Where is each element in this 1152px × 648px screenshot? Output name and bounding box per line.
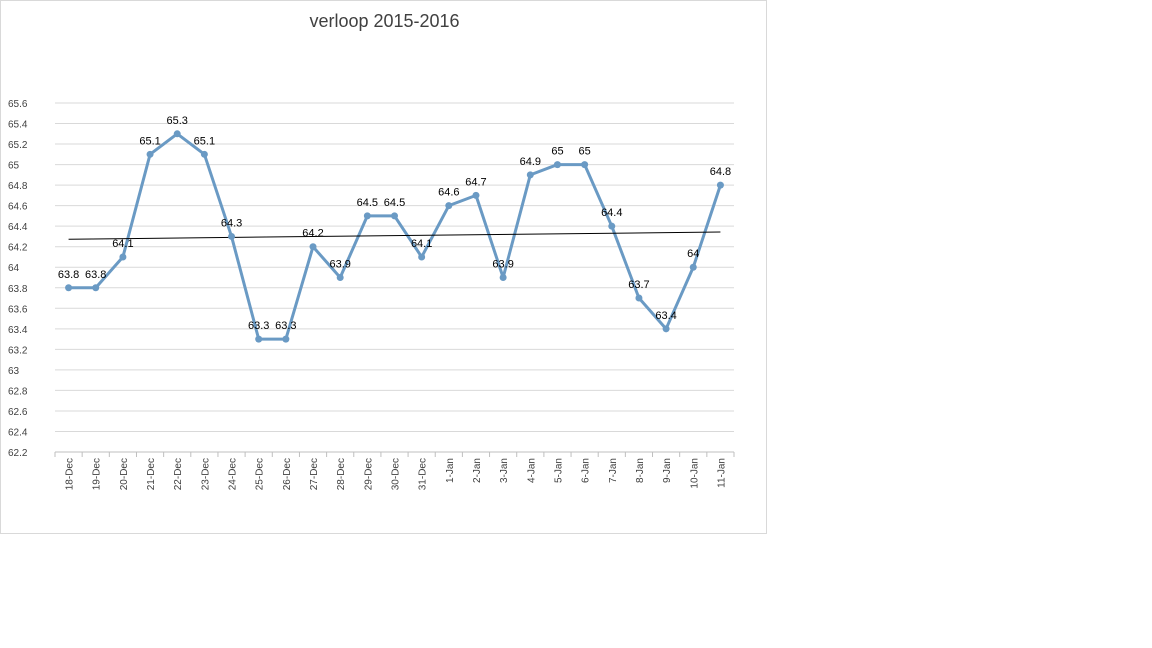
data-point bbox=[146, 150, 154, 158]
x-tick-label: 2-Jan bbox=[472, 458, 483, 483]
data-point bbox=[662, 325, 670, 333]
data-label: 64.1 bbox=[112, 238, 133, 250]
x-tick-label: 23-Dec bbox=[200, 458, 211, 490]
data-label: 63.9 bbox=[329, 259, 350, 271]
data-point bbox=[255, 335, 263, 343]
y-tick-label: 63.2 bbox=[8, 345, 28, 356]
data-label: 65 bbox=[551, 146, 563, 158]
y-tick-label: 65.4 bbox=[8, 120, 28, 131]
data-point bbox=[92, 284, 100, 292]
data-point bbox=[499, 274, 507, 281]
data-point bbox=[65, 284, 73, 292]
y-tick-label: 62.4 bbox=[8, 427, 28, 438]
data-label: 63.9 bbox=[492, 259, 513, 271]
data-label: 64.6 bbox=[438, 187, 459, 199]
data-point bbox=[309, 243, 317, 251]
data-label: 64.7 bbox=[465, 176, 486, 188]
x-tick-label: 30-Dec bbox=[391, 458, 402, 490]
data-label: 65 bbox=[578, 146, 590, 158]
y-tick-label: 62.6 bbox=[8, 407, 28, 418]
data-point bbox=[581, 161, 589, 169]
data-label: 64.8 bbox=[710, 166, 731, 178]
data-label: 64.1 bbox=[411, 238, 432, 250]
y-tick-label: 64 bbox=[8, 263, 20, 274]
y-tick-label: 64.4 bbox=[8, 222, 28, 233]
y-tick-label: 62.2 bbox=[8, 448, 28, 459]
data-point bbox=[200, 150, 208, 158]
data-point bbox=[336, 274, 344, 281]
x-tick-label: 3-Jan bbox=[499, 458, 510, 483]
data-label: 64.5 bbox=[357, 197, 378, 209]
data-point bbox=[635, 294, 643, 302]
data-point bbox=[173, 130, 181, 138]
x-tick-label: 20-Dec bbox=[119, 458, 130, 490]
x-tick-label: 4-Jan bbox=[526, 458, 537, 483]
x-tick-label: 10-Jan bbox=[689, 458, 700, 489]
data-label: 65.3 bbox=[167, 115, 188, 127]
data-point bbox=[689, 263, 697, 271]
data-point bbox=[119, 253, 127, 261]
data-label: 63.3 bbox=[275, 320, 296, 332]
data-point bbox=[282, 335, 290, 343]
x-tick-label: 19-Dec bbox=[92, 458, 103, 490]
data-label: 63.7 bbox=[628, 279, 649, 291]
y-tick-label: 65.2 bbox=[8, 140, 28, 151]
x-tick-label: 22-Dec bbox=[173, 458, 184, 490]
y-tick-label: 63 bbox=[8, 366, 20, 377]
data-point bbox=[228, 232, 236, 240]
data-label: 65.1 bbox=[139, 135, 160, 147]
x-tick-label: 31-Dec bbox=[418, 458, 429, 490]
data-label: 64.4 bbox=[601, 207, 622, 219]
x-tick-label: 9-Jan bbox=[662, 458, 673, 483]
data-label: 64.3 bbox=[221, 217, 242, 229]
chart-frame: verloop 2015-2016 bbox=[0, 0, 767, 534]
data-label: 63.3 bbox=[248, 320, 269, 332]
x-tick-label: 29-Dec bbox=[363, 458, 374, 490]
data-label: 64.9 bbox=[520, 156, 541, 168]
x-tick-label: 1-Jan bbox=[445, 458, 456, 483]
data-point bbox=[553, 161, 561, 169]
data-point bbox=[526, 171, 534, 179]
data-label: 63.8 bbox=[85, 269, 106, 281]
y-tick-label: 64.8 bbox=[8, 181, 28, 192]
data-point bbox=[472, 191, 480, 199]
data-label: 63.8 bbox=[58, 269, 79, 281]
x-tick-label: 21-Dec bbox=[146, 458, 157, 490]
data-point bbox=[391, 212, 398, 220]
data-label: 64 bbox=[687, 248, 699, 260]
x-tick-label: 28-Dec bbox=[336, 458, 347, 490]
x-tick-label: 27-Dec bbox=[309, 458, 320, 490]
data-point bbox=[608, 222, 616, 230]
y-tick-label: 63.8 bbox=[8, 284, 28, 295]
trendline bbox=[68, 231, 721, 240]
x-tick-label: 5-Jan bbox=[553, 458, 564, 483]
x-tick-label: 18-Dec bbox=[65, 458, 76, 490]
data-label: 64.2 bbox=[302, 228, 323, 240]
data-point bbox=[418, 253, 426, 261]
data-point bbox=[716, 181, 724, 189]
y-tick-label: 63.6 bbox=[8, 304, 28, 315]
x-tick-label: 11-Jan bbox=[716, 458, 727, 488]
x-tick-label: 24-Dec bbox=[228, 458, 239, 490]
line-chart: 62.2 62.4 62.6 62.8 63 63.2 63.4 63.6 63.8 64 64.2… bbox=[8, 99, 735, 490]
data-point bbox=[445, 202, 453, 210]
data-label: 63.4 bbox=[655, 310, 676, 322]
y-tick-label: 64.6 bbox=[8, 202, 28, 213]
x-tick-label: 8-Jan bbox=[635, 458, 646, 483]
y-tick-label: 65.6 bbox=[8, 99, 28, 110]
chart-title: verloop 2015-2016 bbox=[309, 11, 460, 31]
x-tick-label: 7-Jan bbox=[608, 458, 619, 483]
y-tick-label: 65 bbox=[8, 161, 20, 172]
y-tick-label: 64.2 bbox=[8, 243, 28, 254]
data-label: 64.5 bbox=[384, 197, 405, 209]
data-point bbox=[363, 212, 371, 220]
y-tick-label: 63.4 bbox=[8, 325, 28, 336]
y-tick-label: 62.8 bbox=[8, 386, 28, 397]
x-tick-label: 26-Dec bbox=[282, 458, 293, 490]
x-tick-label: 25-Dec bbox=[255, 458, 266, 490]
x-tick-label: 6-Jan bbox=[581, 458, 592, 483]
data-label: 65.1 bbox=[194, 135, 215, 147]
